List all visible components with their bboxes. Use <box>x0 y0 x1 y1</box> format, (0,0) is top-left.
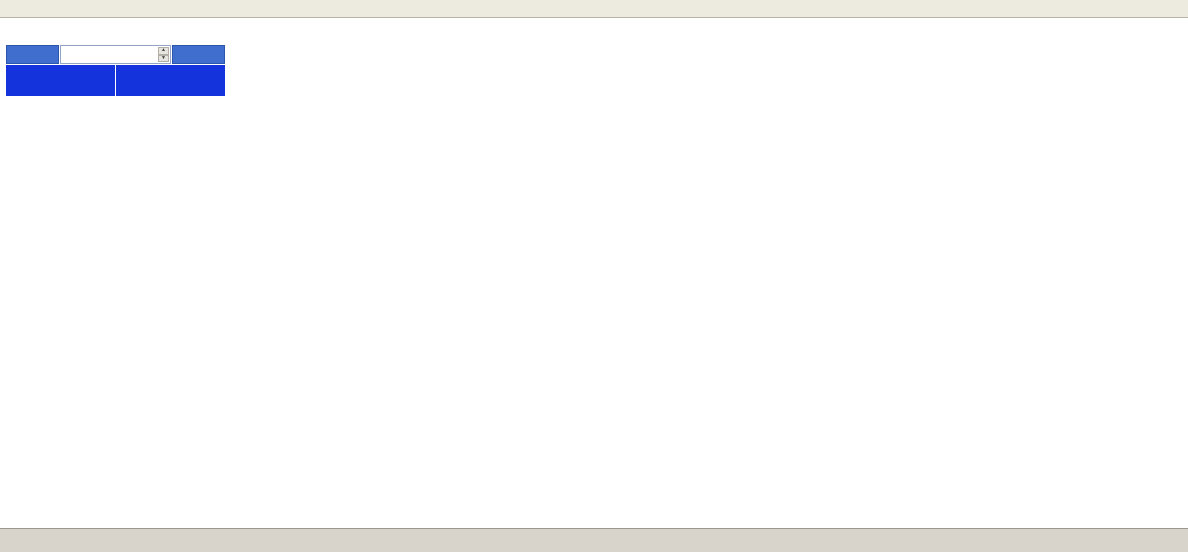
volume-input[interactable]: ▲ ▼ <box>60 45 171 64</box>
volume-spinner: ▲ ▼ <box>158 47 169 62</box>
buy-button[interactable] <box>172 45 225 64</box>
chart-area: ▲ ▼ <box>0 18 1188 528</box>
buy-price[interactable] <box>116 65 225 96</box>
chart-tabs-bar <box>0 528 1188 552</box>
sell-price[interactable] <box>6 65 115 96</box>
sell-button[interactable] <box>6 45 59 64</box>
volume-down-button[interactable]: ▼ <box>158 54 169 62</box>
timeframe-toolbar <box>0 0 1188 18</box>
one-click-trading-panel: ▲ ▼ <box>6 45 225 96</box>
volume-up-button[interactable]: ▲ <box>158 47 169 55</box>
